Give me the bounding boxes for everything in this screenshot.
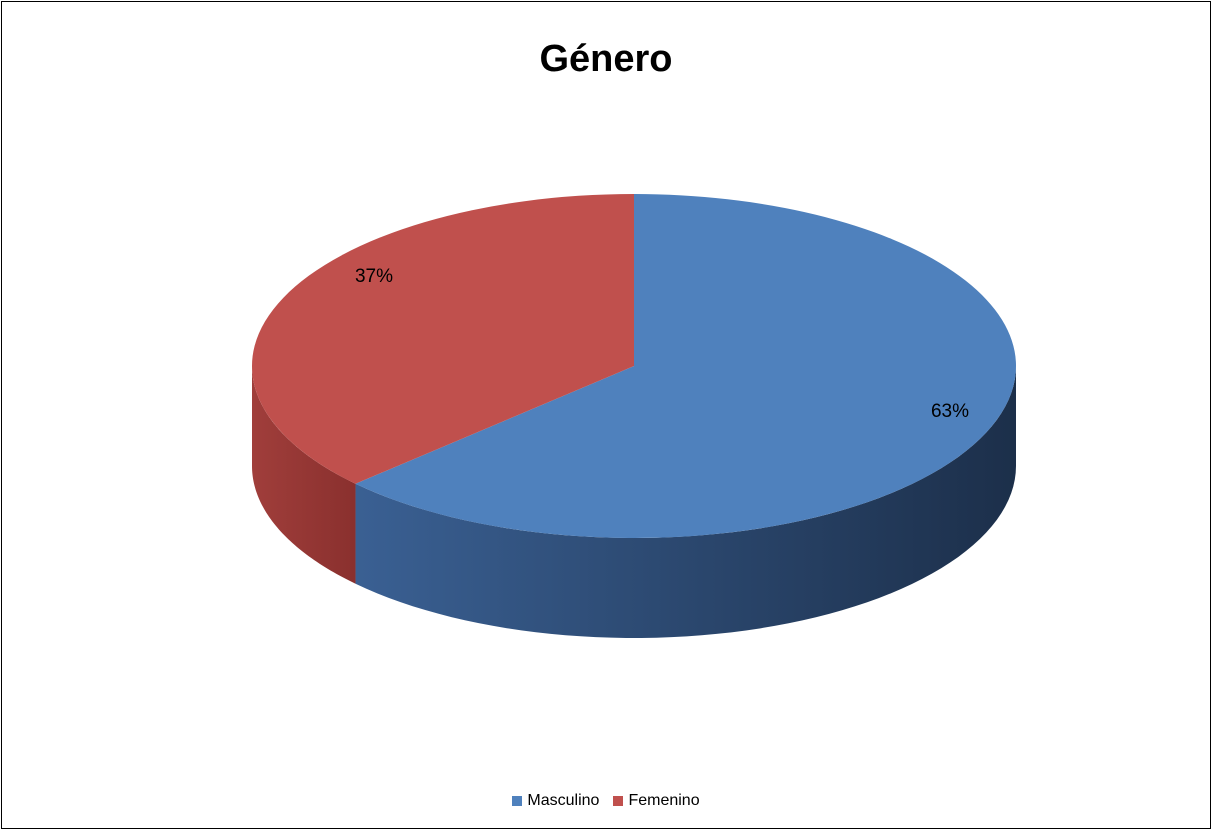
legend-item-masculino: Masculino [512, 792, 599, 810]
legend-item-femenino: Femenino [613, 792, 700, 810]
legend-swatch-femenino [613, 796, 624, 806]
pie-side-masculino [355, 366, 1016, 638]
legend-label-femenino: Femenino [628, 792, 700, 809]
legend-label-masculino: Masculino [527, 792, 600, 809]
pie-side-femenino [252, 366, 356, 584]
legend-swatch-masculino [512, 796, 523, 806]
data-label-femenino: 37% [355, 266, 393, 287]
pie-slice-masculino [355, 194, 1017, 538]
pie-slice-femenino [252, 194, 634, 484]
data-label-masculino: 63% [931, 401, 969, 422]
chart-title: Género [539, 38, 673, 80]
chart-legend: Masculino Femenino [2, 792, 1210, 810]
